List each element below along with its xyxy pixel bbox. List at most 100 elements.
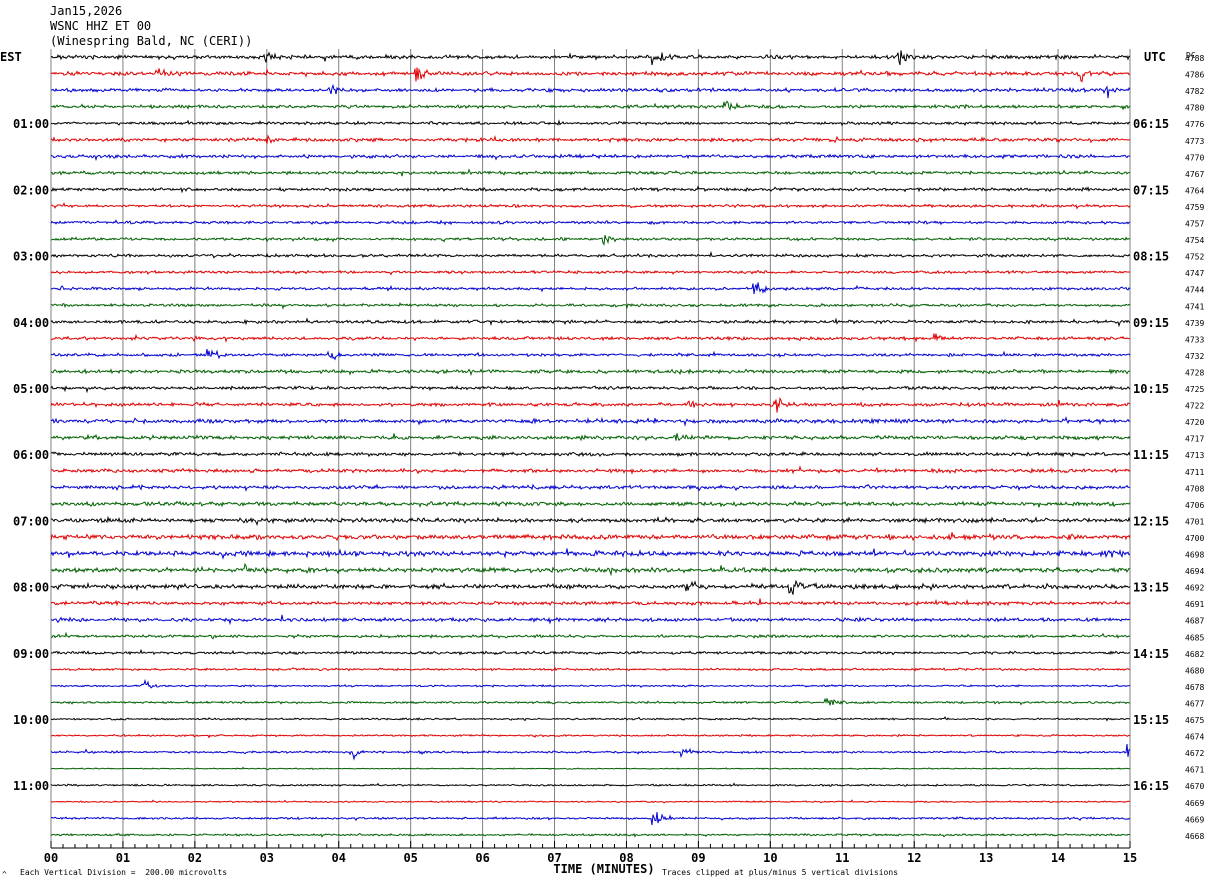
x-tick-label: 05 [403,851,417,865]
dc-offset-value: 4669 [1185,815,1204,824]
dc-offset-value: 4786 [1185,71,1204,80]
dc-offset-value: 4739 [1185,319,1204,328]
x-tick-label: 00 [44,851,58,865]
dc-offset-value: 4701 [1185,517,1204,526]
seismic-trace [50,100,1131,112]
utc-time-label: 11:15 [1133,448,1169,462]
seismic-trace [50,515,1131,526]
seismic-trace [50,744,1131,761]
x-tick-label: 12 [907,851,921,865]
x-tick-label: 11 [835,851,849,865]
scale-note: Each Vertical Division = 200.00 microvol… [20,868,227,877]
seismic-trace [50,119,1131,127]
est-time-label: 11:00 [13,779,49,793]
seismic-trace [50,648,1131,656]
dc-offset-value: 4780 [1185,104,1204,113]
chart-date: Jan15,2026 [50,4,123,18]
dc-offset-value: 4713 [1185,451,1204,460]
seismic-trace [50,416,1131,427]
seismic-trace [50,202,1131,210]
dc-offset-value: 4728 [1185,368,1204,377]
dc-offset-value: 4670 [1185,782,1204,791]
station-code: WSNC HHZ ET 00 [50,19,152,33]
seismic-trace [50,234,1131,246]
seismic-trace [50,349,1131,361]
dc-offset-value: 4672 [1185,749,1204,758]
utc-time-label: 06:15 [1133,117,1169,131]
seismic-trace [50,500,1131,508]
est-zone-label: EST [0,50,22,64]
seismic-trace [50,185,1131,194]
est-time-label: 06:00 [13,448,49,462]
est-time-label: 05:00 [13,382,49,396]
dc-offset-value: 4687 [1185,617,1204,626]
seismic-trace [50,153,1131,162]
dc-offset-value: 4722 [1185,402,1204,411]
est-time-label: 10:00 [13,713,49,727]
seismic-trace [50,532,1131,542]
est-time-label: 07:00 [13,514,49,528]
utc-time-label: 09:15 [1133,316,1169,330]
utc-time-label: 15:15 [1133,713,1169,727]
x-tick-label: 10 [763,851,777,865]
est-time-label: 09:00 [13,647,49,661]
utc-time-label: 12:15 [1133,514,1169,528]
dc-offset-value: 4752 [1185,253,1204,262]
dc-offset-value: 4720 [1185,418,1204,427]
est-time-label: 01:00 [13,117,49,131]
seismic-trace [50,716,1131,722]
dc-offset-value: 4680 [1185,666,1204,675]
seismic-trace [50,168,1131,177]
x-tick-label: 09 [691,851,705,865]
dc-offset-value: 4700 [1185,534,1204,543]
dc-offset-value: 4708 [1185,484,1204,493]
dc-offset-value: 4782 [1185,87,1204,96]
x-tick-label: 01 [116,851,130,865]
dc-offset-value: 4682 [1185,650,1204,659]
utc-time-label: 08:15 [1133,250,1169,264]
dc-offset-value: 4668 [1185,832,1204,841]
dc-offset-value: 4674 [1185,733,1204,742]
seismic-trace [50,483,1131,492]
seismic-trace [50,598,1131,607]
seismic-trace [50,83,1131,99]
est-time-label: 08:00 [13,581,49,595]
x-tick-label: 13 [979,851,993,865]
seismic-trace [50,832,1131,838]
seismic-trace [50,464,1131,475]
dc-offset-value: 4741 [1185,302,1204,311]
x-axis: 00 01 02 03 04 05 06 07 08 09 10 11 12 13 14 15 [44,841,1137,865]
x-tick-label: 14 [1051,851,1065,865]
seismic-trace [50,666,1131,672]
seismic-trace [50,134,1131,145]
trace-group [50,50,1131,838]
seismic-trace [50,396,1131,413]
seismic-trace [50,269,1131,276]
dc-offset-value: 4759 [1185,203,1204,212]
dc-offset-value: 4685 [1185,633,1204,642]
seismic-trace [50,782,1131,787]
est-time-label: 03:00 [13,250,49,264]
seismic-trace [50,812,1131,826]
dc-offset-value: 4711 [1185,468,1204,477]
seismic-trace [50,614,1131,626]
dc-offset-value: 4788 [1185,54,1204,63]
dc-offset-value: 4744 [1185,286,1204,295]
utc-time-label: 10:15 [1133,382,1169,396]
station-location: (Winespring Bald, NC (CERI)) [50,34,253,48]
dc-offset-value: 4678 [1185,683,1204,692]
x-tick-label: 04 [332,851,346,865]
seismic-trace [50,317,1131,328]
seismic-trace [50,678,1131,689]
dc-offset-value: 4770 [1185,153,1204,162]
seismic-trace [50,799,1131,804]
x-tick-label: 08 [619,851,633,865]
x-axis-title: TIME (MINUTES) [553,862,654,876]
dc-label: DC [1186,51,1196,60]
seismic-trace [50,282,1131,295]
dc-offset-value: 4694 [1185,567,1204,576]
est-time-label: 02:00 [13,183,49,197]
seismic-trace [50,50,1131,66]
seismic-trace [50,333,1131,343]
